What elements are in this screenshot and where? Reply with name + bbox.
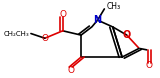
- Text: CH₃: CH₃: [106, 1, 120, 11]
- Text: O: O: [146, 61, 153, 70]
- Text: O: O: [59, 10, 66, 19]
- Text: CH₂CH₃: CH₂CH₃: [4, 31, 29, 37]
- Text: O: O: [123, 30, 131, 40]
- Text: N: N: [94, 15, 102, 25]
- Text: O: O: [41, 34, 48, 43]
- Text: O: O: [67, 66, 74, 75]
